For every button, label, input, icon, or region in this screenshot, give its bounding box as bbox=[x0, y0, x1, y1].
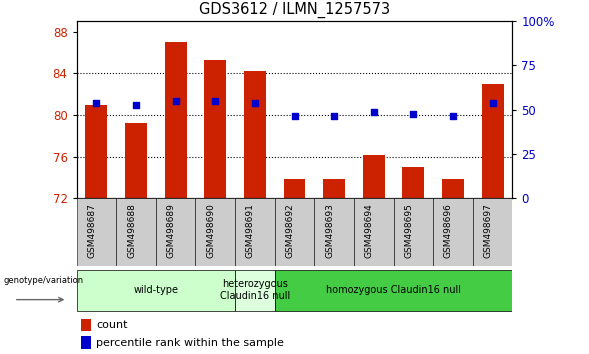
Bar bbox=[77, 198, 116, 266]
Text: GSM498696: GSM498696 bbox=[444, 203, 453, 258]
Bar bbox=[85, 104, 107, 198]
Text: GSM498693: GSM498693 bbox=[325, 203, 334, 258]
Text: GSM498694: GSM498694 bbox=[365, 203, 374, 258]
Bar bbox=[204, 60, 226, 198]
Text: GSM498689: GSM498689 bbox=[167, 203, 176, 258]
Bar bbox=[116, 198, 156, 266]
Point bbox=[171, 98, 180, 104]
Bar bbox=[363, 154, 385, 198]
Point bbox=[210, 98, 220, 104]
Bar bbox=[125, 123, 147, 198]
Point bbox=[488, 101, 497, 106]
Point bbox=[369, 109, 379, 115]
Bar bbox=[473, 198, 512, 266]
Text: GSM498692: GSM498692 bbox=[286, 203, 294, 258]
Bar bbox=[156, 198, 196, 266]
Text: GSM498695: GSM498695 bbox=[405, 203, 413, 258]
Text: homozygous Claudin16 null: homozygous Claudin16 null bbox=[326, 285, 461, 295]
Point bbox=[409, 111, 418, 117]
Bar bbox=[235, 270, 274, 311]
Text: GSM498688: GSM498688 bbox=[127, 203, 136, 258]
Bar bbox=[81, 336, 91, 349]
Bar bbox=[77, 270, 235, 311]
Bar bbox=[165, 42, 187, 198]
Text: percentile rank within the sample: percentile rank within the sample bbox=[96, 338, 284, 348]
Bar bbox=[81, 319, 91, 331]
Bar bbox=[354, 198, 393, 266]
Bar bbox=[433, 198, 473, 266]
Text: count: count bbox=[96, 320, 128, 330]
Bar bbox=[323, 179, 345, 198]
Bar bbox=[482, 84, 504, 198]
Bar bbox=[274, 270, 512, 311]
Bar bbox=[393, 198, 433, 266]
Bar bbox=[315, 198, 354, 266]
Point bbox=[448, 113, 458, 119]
Point bbox=[92, 101, 101, 106]
Bar bbox=[442, 179, 464, 198]
Bar bbox=[244, 71, 266, 198]
Text: GSM498687: GSM498687 bbox=[87, 203, 97, 258]
Bar bbox=[196, 198, 235, 266]
Point bbox=[131, 102, 141, 107]
Text: heterozygous
Claudin16 null: heterozygous Claudin16 null bbox=[220, 279, 290, 301]
Point bbox=[250, 101, 260, 106]
Bar bbox=[274, 198, 315, 266]
Text: GSM498690: GSM498690 bbox=[206, 203, 215, 258]
Text: GSM498697: GSM498697 bbox=[484, 203, 492, 258]
Point bbox=[290, 113, 299, 119]
Point bbox=[329, 113, 339, 119]
Bar bbox=[402, 167, 424, 198]
Bar bbox=[235, 198, 274, 266]
Text: GSM498691: GSM498691 bbox=[246, 203, 255, 258]
Text: wild-type: wild-type bbox=[133, 285, 178, 295]
Bar bbox=[283, 179, 305, 198]
Title: GDS3612 / ILMN_1257573: GDS3612 / ILMN_1257573 bbox=[199, 2, 390, 18]
Text: genotype/variation: genotype/variation bbox=[4, 276, 84, 285]
